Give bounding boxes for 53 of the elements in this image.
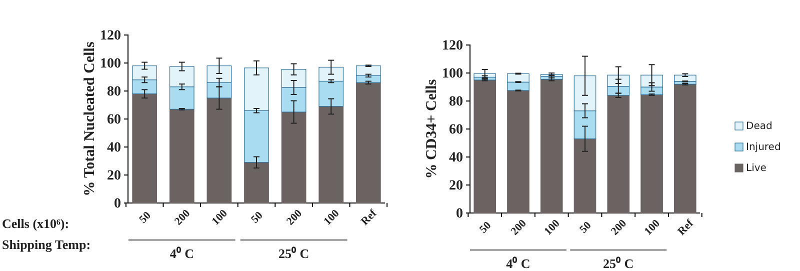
y-tick-label: 60 xyxy=(107,112,121,128)
legend-label: Injured xyxy=(746,142,781,153)
y-axis-title: % CD34+ Cells xyxy=(424,79,440,179)
y-tick-label: 60 xyxy=(449,122,463,138)
y-tick-label: 0 xyxy=(114,196,121,212)
bar xyxy=(281,112,306,204)
text: 25⁰ C xyxy=(278,246,310,261)
x-tick-label: 100 xyxy=(642,217,663,238)
y-tick-label: 100 xyxy=(100,56,121,72)
x-tick-label: 50 xyxy=(477,219,494,236)
bar xyxy=(674,84,696,214)
x-tick-label: 50 xyxy=(577,219,594,236)
legend-label: Live xyxy=(746,163,766,174)
bar xyxy=(607,95,630,214)
bar xyxy=(640,94,663,214)
y-tick-label: 100 xyxy=(442,66,463,82)
y-tick-label: 40 xyxy=(449,150,463,166)
x-axis-title: Cells (x10⁶): xyxy=(2,216,70,231)
y-tick-label: 120 xyxy=(100,28,121,44)
text: Shipping Temp: xyxy=(2,237,91,252)
y-tick-label: 20 xyxy=(449,178,463,194)
x-tick-label: 200 xyxy=(284,207,305,228)
y-axis-title: % Total Nucleated Cells xyxy=(82,42,98,196)
bar xyxy=(244,162,269,204)
bar xyxy=(574,138,596,214)
legend-label: Dead xyxy=(746,121,772,132)
bar xyxy=(132,94,158,204)
bar xyxy=(540,79,563,214)
y-tick-label: 20 xyxy=(107,168,121,184)
bar xyxy=(356,82,381,204)
x-tick-label: 50 xyxy=(248,209,266,226)
y-tick-label: 80 xyxy=(449,94,463,110)
x-tick-label: 50 xyxy=(137,209,154,226)
text: 4⁰ C xyxy=(506,256,530,271)
x-tick-label: Ref xyxy=(676,217,696,238)
text: 25⁰ C xyxy=(603,256,634,271)
bar xyxy=(474,80,496,214)
bar xyxy=(507,90,530,214)
bar xyxy=(318,106,344,204)
x-tick-label: Ref xyxy=(358,207,380,228)
y-tick-label: 80 xyxy=(107,84,121,100)
bar xyxy=(169,108,194,204)
y-tick-label: 40 xyxy=(107,140,121,156)
x-tick-label: 200 xyxy=(608,217,630,238)
x-tick-label: 100 xyxy=(542,217,563,238)
x-tick-label: 100 xyxy=(322,207,342,228)
text: 4⁰ C xyxy=(170,246,194,261)
bar xyxy=(206,98,232,204)
y-tick-label: 0 xyxy=(456,206,463,222)
x-tick-label: 100 xyxy=(210,207,230,228)
x-tick-label: 200 xyxy=(172,207,193,228)
x-tick-label: 200 xyxy=(508,217,530,238)
y-tick-label: 120 xyxy=(442,38,463,54)
